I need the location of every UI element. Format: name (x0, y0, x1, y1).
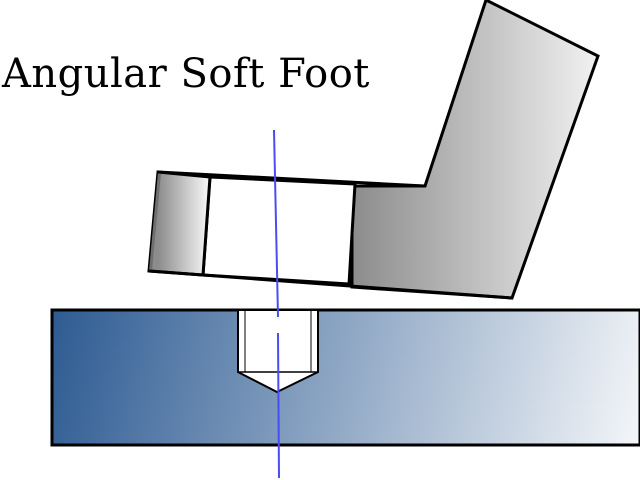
machine-foot (147, 0, 600, 300)
base-plate (50, 308, 640, 447)
centerline-lower (277, 332, 280, 479)
diagram-title: Angular Soft Foot (2, 51, 370, 97)
base-plate-body (50, 308, 640, 447)
foot-upright-leg (350, 0, 600, 300)
bolt-centerline (273, 129, 280, 479)
centerline-upper (273, 129, 279, 318)
foot-outline-bottom (148, 269, 513, 300)
foot-outline-top (157, 170, 426, 188)
foot-left-bevel (149, 172, 161, 271)
foot-bolt-slot (201, 175, 357, 286)
